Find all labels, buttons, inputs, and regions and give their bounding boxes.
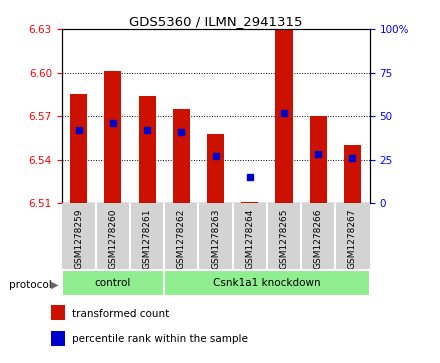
- Text: protocol: protocol: [9, 280, 51, 290]
- Bar: [62, 270, 164, 296]
- Text: percentile rank within the sample: percentile rank within the sample: [72, 334, 248, 344]
- Text: ▶: ▶: [51, 280, 58, 290]
- Bar: [164, 270, 370, 296]
- Bar: [275, 29, 293, 203]
- Bar: [51, 305, 65, 320]
- Bar: [139, 96, 156, 203]
- Text: GSM1278262: GSM1278262: [177, 208, 186, 269]
- Bar: [207, 134, 224, 203]
- Bar: [51, 330, 65, 346]
- Title: GDS5360 / ILMN_2941315: GDS5360 / ILMN_2941315: [129, 15, 302, 28]
- Bar: [344, 145, 361, 203]
- Text: GSM1278263: GSM1278263: [211, 208, 220, 269]
- Text: GSM1278265: GSM1278265: [279, 208, 289, 269]
- Bar: [104, 71, 121, 203]
- Bar: [310, 116, 327, 203]
- Text: transformed count: transformed count: [72, 309, 169, 319]
- Text: GSM1278267: GSM1278267: [348, 208, 357, 269]
- Text: GSM1278259: GSM1278259: [74, 208, 83, 269]
- Text: GSM1278261: GSM1278261: [143, 208, 152, 269]
- Bar: [241, 202, 258, 203]
- Bar: [70, 94, 87, 203]
- Text: GSM1278260: GSM1278260: [108, 208, 117, 269]
- Text: GSM1278264: GSM1278264: [246, 208, 254, 269]
- Text: Csnk1a1 knockdown: Csnk1a1 knockdown: [213, 278, 321, 288]
- Text: control: control: [95, 278, 131, 288]
- Bar: [173, 109, 190, 203]
- Text: GSM1278266: GSM1278266: [314, 208, 323, 269]
